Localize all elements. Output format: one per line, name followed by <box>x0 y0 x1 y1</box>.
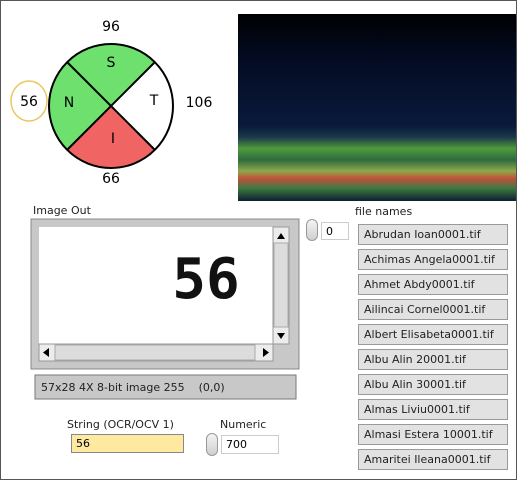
index-field[interactable]: 0 <box>321 222 349 240</box>
file-item[interactable]: Ahmet Abdy0001.tif <box>358 274 508 295</box>
image-text: 56 <box>172 247 239 312</box>
status-text: 57x28 4X 8-bit image 255 (0,0) <box>41 381 225 394</box>
sector-label: N <box>64 95 74 111</box>
file-item[interactable]: Almas Liviu0001.tif <box>358 399 508 420</box>
image-out-label: Image Out <box>33 204 91 217</box>
value-left: 56 <box>20 94 38 110</box>
sector-label: T <box>149 93 159 109</box>
file-item[interactable]: Amaritei Ileana0001.tif <box>358 449 508 470</box>
sector-label: I <box>111 131 115 147</box>
string-field[interactable]: 56 <box>71 434 184 453</box>
window: S T I N 96 106 66 56 56 57x28 4X 8-bit i… <box>0 0 517 480</box>
file-item[interactable]: Albu Alin 30001.tif <box>358 374 508 395</box>
numeric-label: Numeric <box>220 418 266 431</box>
file-names-label: file names <box>355 205 412 218</box>
numeric-field[interactable]: 700 <box>221 435 279 454</box>
h-scroll-thumb[interactable] <box>55 345 255 360</box>
value-top: 96 <box>102 19 120 35</box>
file-item[interactable]: Albu Alin 20001.tif <box>358 349 508 370</box>
file-item[interactable]: Albert Elisabeta0001.tif <box>358 324 508 345</box>
file-item[interactable]: Abrudan Ioan0001.tif <box>358 224 508 245</box>
string-label: String (OCR/OCV 1) <box>67 418 174 431</box>
oct-image <box>238 14 516 201</box>
v-scroll-thumb[interactable] <box>274 243 288 327</box>
file-item[interactable]: Almasi Estera 10001.tif <box>358 424 508 445</box>
file-item[interactable]: Achimas Angela0001.tif <box>358 249 508 270</box>
file-item[interactable]: Ailincai Cornel0001.tif <box>358 299 508 320</box>
value-right: 106 <box>186 95 213 111</box>
index-spinner[interactable] <box>306 219 318 241</box>
numeric-spinner[interactable] <box>206 433 218 456</box>
sector-label: S <box>107 55 116 71</box>
sector-diagram: S T I N 96 106 66 56 <box>11 19 212 187</box>
value-bottom: 66 <box>102 171 120 187</box>
